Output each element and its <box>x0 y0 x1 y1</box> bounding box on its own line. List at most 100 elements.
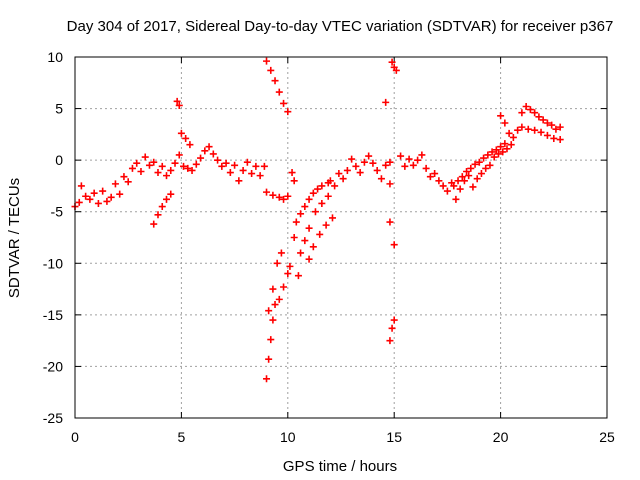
data-point <box>290 177 298 185</box>
data-point <box>435 177 443 185</box>
data-point <box>460 177 468 185</box>
data-point <box>480 154 488 162</box>
data-point <box>352 162 360 170</box>
data-point <box>205 143 213 151</box>
data-point <box>386 218 394 226</box>
data-point <box>454 177 462 185</box>
data-point <box>267 66 275 74</box>
data-point <box>141 153 149 161</box>
data-point <box>309 189 317 197</box>
data-point <box>537 128 545 136</box>
data-point <box>265 307 273 315</box>
data-point <box>269 191 277 199</box>
data-point <box>239 166 247 174</box>
data-point <box>465 172 473 180</box>
data-point <box>182 134 190 142</box>
data-point <box>531 126 539 134</box>
data-point <box>192 160 200 168</box>
data-points <box>71 57 564 383</box>
chart-title: Day 304 of 2017, Sidereal Day-to-day VTE… <box>67 18 614 35</box>
y-tick-label: 5 <box>55 101 63 117</box>
data-point <box>275 295 283 303</box>
x-tick-label: 10 <box>280 429 296 445</box>
data-point <box>499 148 507 156</box>
data-point <box>150 220 158 228</box>
data-point <box>177 129 185 137</box>
data-point <box>492 146 500 154</box>
data-point <box>280 99 288 107</box>
data-point <box>471 160 479 168</box>
data-point <box>431 170 439 178</box>
data-point <box>186 141 194 149</box>
data-point <box>226 169 234 177</box>
data-point <box>111 180 119 188</box>
data-point <box>324 192 332 200</box>
data-point <box>263 188 271 196</box>
data-point <box>386 337 394 345</box>
data-point <box>99 187 107 195</box>
data-point <box>314 185 322 193</box>
data-point <box>409 161 417 169</box>
data-point <box>388 324 396 332</box>
data-point <box>524 125 532 133</box>
data-point <box>231 161 239 169</box>
data-point <box>382 98 390 106</box>
data-point <box>401 162 409 170</box>
grid-lines <box>75 57 607 418</box>
data-point <box>180 162 188 170</box>
data-point <box>343 166 351 174</box>
data-point <box>158 162 166 170</box>
data-point <box>163 195 171 203</box>
data-point <box>518 109 526 117</box>
data-point <box>477 170 485 178</box>
data-point <box>86 195 94 203</box>
data-point <box>426 173 434 181</box>
data-point <box>305 255 313 263</box>
data-point <box>277 249 285 257</box>
data-point <box>377 175 385 183</box>
data-point <box>271 77 279 85</box>
data-point <box>265 355 273 363</box>
data-point <box>260 162 268 170</box>
data-point <box>269 285 277 293</box>
data-point <box>390 241 398 249</box>
axis-ticks: 0 5 10 15 20 25 -25 -20 -15 -10 -5 0 5 10 <box>43 49 615 445</box>
data-point <box>482 164 490 172</box>
data-point <box>82 192 90 200</box>
data-point <box>116 190 124 198</box>
data-point <box>318 182 326 190</box>
data-point <box>163 172 171 180</box>
data-point <box>490 153 498 161</box>
data-point <box>263 57 271 65</box>
data-point <box>286 262 294 270</box>
data-point <box>414 156 422 164</box>
data-point <box>509 133 517 141</box>
data-point <box>188 166 196 174</box>
data-point <box>505 129 513 137</box>
data-point <box>463 167 471 175</box>
data-point <box>167 166 175 174</box>
data-point <box>107 193 115 201</box>
x-tick-label: 25 <box>599 429 615 445</box>
data-point <box>75 198 83 206</box>
y-tick-label: 0 <box>55 152 63 168</box>
data-point <box>369 159 377 167</box>
data-point <box>214 156 222 164</box>
data-point <box>543 131 551 139</box>
plot-frame <box>74 56 608 419</box>
data-point <box>318 199 326 207</box>
data-point <box>297 210 305 218</box>
data-point <box>550 134 558 142</box>
data-point <box>543 119 551 127</box>
x-tick-label: 20 <box>493 429 509 445</box>
data-point <box>128 164 136 172</box>
y-tick-label: 10 <box>47 49 63 65</box>
data-point <box>443 187 451 195</box>
y-tick-label: -25 <box>43 410 63 426</box>
data-point <box>484 151 492 159</box>
x-tick-label: 0 <box>71 429 79 445</box>
data-point <box>154 211 162 219</box>
data-point <box>267 336 275 344</box>
data-point <box>90 189 98 197</box>
